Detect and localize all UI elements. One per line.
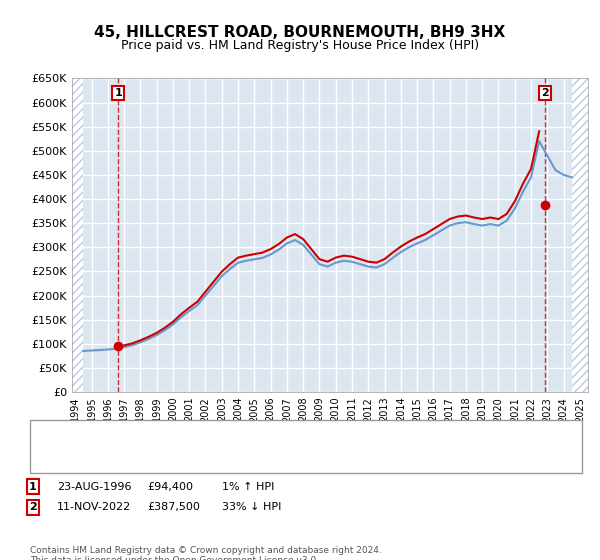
Text: HPI: Average price, detached house, Bournemouth Christchurch and Poole: HPI: Average price, detached house, Bour… xyxy=(78,453,466,463)
Text: 11-NOV-2022: 11-NOV-2022 xyxy=(57,502,131,512)
Text: 2: 2 xyxy=(29,502,37,512)
Text: 1: 1 xyxy=(29,482,37,492)
Text: 1% ↑ HPI: 1% ↑ HPI xyxy=(222,482,274,492)
Text: £387,500: £387,500 xyxy=(147,502,200,512)
Text: 45, HILLCREST ROAD, BOURNEMOUTH, BH9 3HX: 45, HILLCREST ROAD, BOURNEMOUTH, BH9 3HX xyxy=(94,25,506,40)
Bar xyxy=(72,78,83,392)
Text: £94,400: £94,400 xyxy=(147,482,193,492)
Bar xyxy=(572,78,588,392)
Text: Price paid vs. HM Land Registry's House Price Index (HPI): Price paid vs. HM Land Registry's House … xyxy=(121,39,479,52)
Text: Contains HM Land Registry data © Crown copyright and database right 2024.
This d: Contains HM Land Registry data © Crown c… xyxy=(30,546,382,560)
Text: 33% ↓ HPI: 33% ↓ HPI xyxy=(222,502,281,512)
Text: 23-AUG-1996: 23-AUG-1996 xyxy=(57,482,131,492)
Text: 1: 1 xyxy=(115,88,122,98)
Text: 45, HILLCREST ROAD, BOURNEMOUTH, BH9 3HX (detached house): 45, HILLCREST ROAD, BOURNEMOUTH, BH9 3HX… xyxy=(78,430,425,440)
Text: 2: 2 xyxy=(541,88,549,98)
